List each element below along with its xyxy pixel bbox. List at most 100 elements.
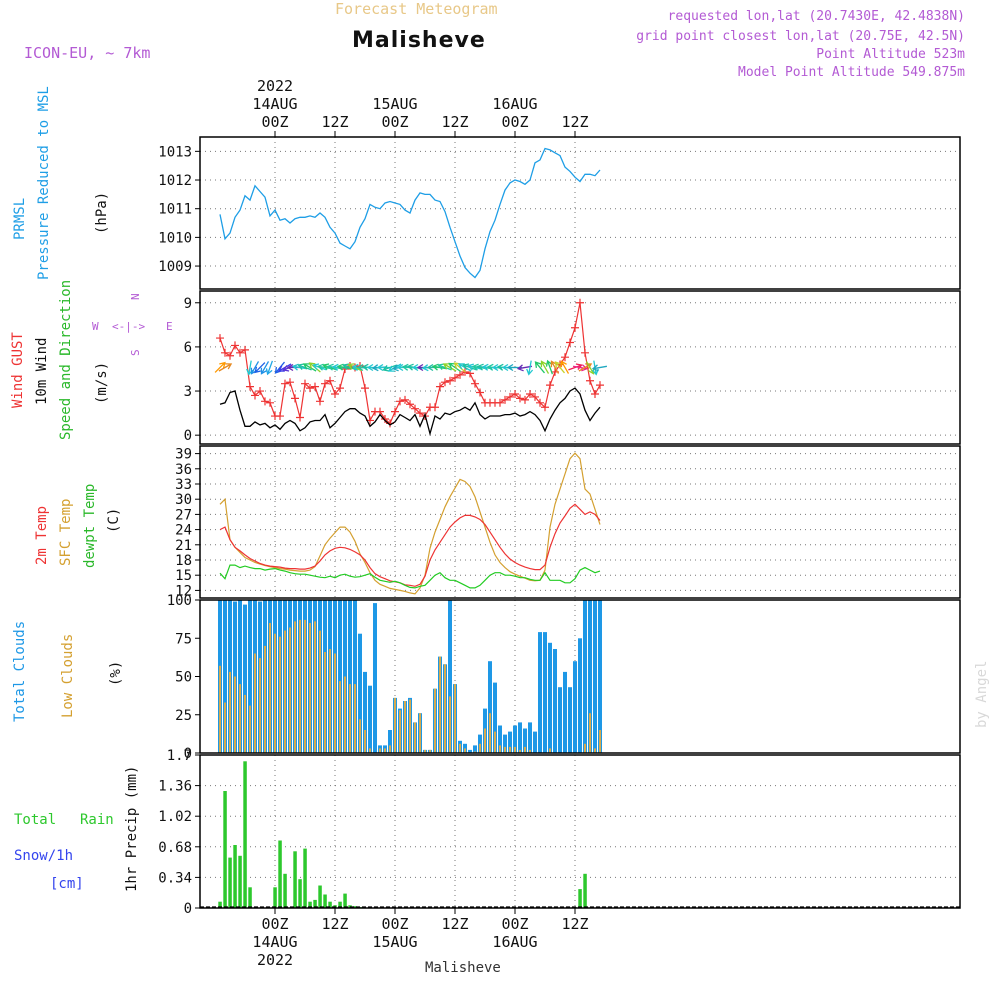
total-cloud-bar xyxy=(468,749,472,753)
sfc-temp-line xyxy=(219,452,601,595)
gust-marker xyxy=(251,391,259,400)
rain-bar xyxy=(248,887,252,908)
wind-arrow xyxy=(545,359,554,375)
gust-marker xyxy=(411,404,419,413)
low-cloud-bar xyxy=(219,665,221,753)
gust-marker xyxy=(231,341,239,350)
wind-arrow xyxy=(540,360,550,374)
gust-marker xyxy=(546,381,554,390)
direction-label: Speed and Direction xyxy=(58,280,74,440)
point-altitude: Point Altitude 523m xyxy=(816,47,965,62)
total-cloud-bar xyxy=(368,685,372,753)
rain-label: Rain xyxy=(80,812,114,828)
y-tick-label: 1013 xyxy=(158,144,192,160)
low-cloud-bar xyxy=(294,621,296,753)
gust-marker xyxy=(316,397,324,406)
wind-arrow xyxy=(585,361,595,375)
bottom-time-label: 00Z xyxy=(261,915,288,933)
gust-marker xyxy=(516,394,524,403)
wind-arrow xyxy=(442,363,457,372)
low-cloud-bar xyxy=(284,630,286,753)
rain-bar xyxy=(238,855,242,908)
gust-marker xyxy=(451,373,459,382)
total-cloud-bar xyxy=(493,682,497,753)
low-cloud-bar xyxy=(509,746,511,753)
bottom-time-label: 12Z xyxy=(441,915,468,933)
dewpt-line xyxy=(219,564,601,589)
meteogram-title: Forecast Meteogram xyxy=(335,0,498,18)
rain-bar xyxy=(298,879,302,908)
gust-marker xyxy=(566,338,574,347)
wind-arrow xyxy=(218,363,233,372)
gust-marker xyxy=(596,381,604,390)
low-cloud-bar xyxy=(279,636,281,753)
y-tick-label: 0.34 xyxy=(158,870,192,886)
low-cloud-bar xyxy=(379,748,381,753)
gust-marker xyxy=(266,398,274,407)
compass-w: W xyxy=(92,320,99,333)
y-tick-label: 30 xyxy=(175,492,192,508)
dewpt-label: dewpt Temp xyxy=(82,484,98,568)
rain-bar xyxy=(218,901,222,908)
pressure-label: Pressure Reduced to MSL xyxy=(36,86,52,280)
low-cloud-bar xyxy=(549,748,551,753)
gust-marker xyxy=(301,379,309,388)
total-cloud-bar xyxy=(338,600,342,753)
low-cloud-bar xyxy=(264,645,266,753)
y-tick-label: 100 xyxy=(167,593,192,609)
wind-arrow xyxy=(568,363,583,371)
wind-arrow xyxy=(437,363,452,371)
credit: by Angel xyxy=(974,661,990,728)
total-cloud-bar xyxy=(568,687,572,753)
gust-label: Wind GUST xyxy=(10,332,26,408)
y-tick-label: 25 xyxy=(175,708,192,724)
low-cloud-bar xyxy=(224,702,226,753)
low-cloud-bar xyxy=(479,743,481,753)
wind-arrow xyxy=(591,364,608,372)
total-clouds-label: Total Clouds xyxy=(12,621,28,722)
gust-marker xyxy=(281,379,289,388)
low-cloud-bar xyxy=(494,731,496,753)
gust-marker xyxy=(471,379,479,388)
wind-arrow xyxy=(265,360,274,376)
low-cloud-bar xyxy=(359,719,361,753)
low-cloud-bar xyxy=(489,713,491,753)
low-cloud-bar xyxy=(409,699,411,753)
gust-marker xyxy=(216,334,224,343)
total-cloud-bar xyxy=(578,638,582,754)
low-cloud-bar xyxy=(449,696,451,753)
compass-s: S xyxy=(129,349,142,356)
rain-bar xyxy=(293,851,297,908)
rain-bar xyxy=(338,901,342,908)
gust-marker xyxy=(436,382,444,391)
low-cloud-bar xyxy=(334,653,336,753)
low-cloud-bar xyxy=(339,681,341,753)
gust-marker xyxy=(226,351,234,360)
low-cloud-bar xyxy=(429,749,431,753)
compass-arrows: <-|-> xyxy=(112,320,145,333)
rain-bar xyxy=(353,906,357,908)
gust-marker xyxy=(361,384,369,393)
total-cloud-bar xyxy=(358,633,362,753)
gust-marker xyxy=(511,389,519,398)
low-cloud-bar xyxy=(454,684,456,753)
y-tick-label: 0.68 xyxy=(158,840,192,856)
y-tick-label: 0 xyxy=(184,901,192,917)
total-cloud-bar xyxy=(448,600,452,753)
rain-bar xyxy=(328,901,332,908)
total-cloud-bar xyxy=(548,642,552,753)
rain-bar xyxy=(583,873,587,908)
low-cloud-bar xyxy=(439,656,441,753)
total-cloud-bar xyxy=(243,604,247,753)
model-name: ICON-EU, ~ 7km xyxy=(24,44,151,62)
low-cloud-bar xyxy=(259,658,261,753)
y-tick-label: 0 xyxy=(184,428,192,444)
gust-marker xyxy=(581,348,589,357)
total-cloud-bar xyxy=(543,632,547,753)
low-cloud-bar xyxy=(444,664,446,753)
low-cloud-bar xyxy=(584,743,586,753)
low-cloud-bar xyxy=(514,746,516,753)
low-cloud-bar xyxy=(324,652,326,753)
rain-bar xyxy=(278,840,282,908)
